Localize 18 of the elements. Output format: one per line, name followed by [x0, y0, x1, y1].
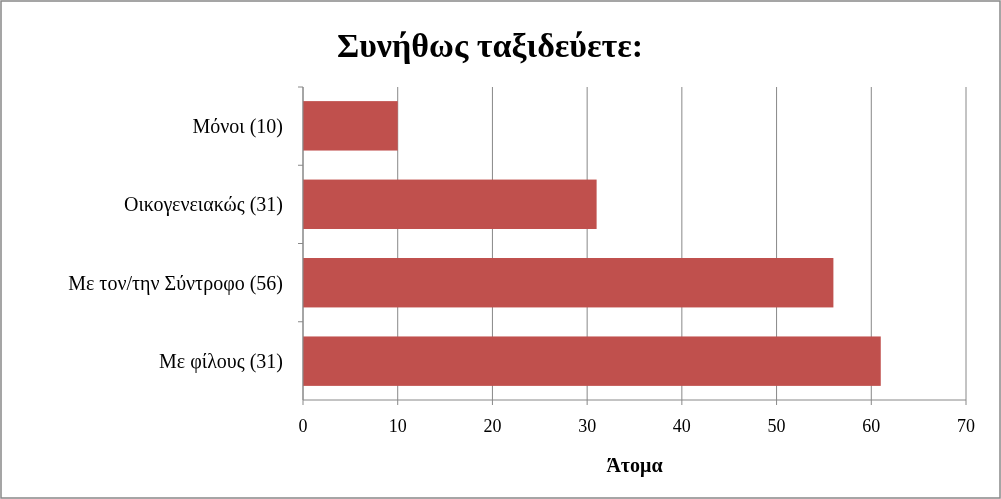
chart-title: Συνήθως ταξιδεύετε:	[336, 27, 644, 64]
bar	[303, 336, 881, 386]
x-tick-label: 60	[862, 416, 881, 436]
bar	[303, 101, 398, 151]
x-tick-label: 30	[578, 416, 597, 436]
x-tick-label: 50	[767, 416, 786, 436]
x-tick-label: 10	[388, 416, 407, 436]
x-tick-label: 70	[957, 416, 975, 436]
bar	[303, 258, 834, 308]
y-tick-label: Μόνοι (10)	[192, 114, 283, 138]
x-axis-title: Άτομα	[606, 454, 663, 477]
y-tick-label: Με τον/την Σύντροφο (56)	[68, 271, 283, 295]
x-tick-label: 40	[672, 416, 691, 436]
y-tick-label: Οικογενειακώς (31)	[124, 193, 283, 217]
y-tick-label: Με φίλους (31)	[159, 350, 283, 374]
bar	[303, 179, 597, 229]
x-tick-label: 20	[483, 416, 502, 436]
x-tick-label: 0	[298, 416, 308, 436]
